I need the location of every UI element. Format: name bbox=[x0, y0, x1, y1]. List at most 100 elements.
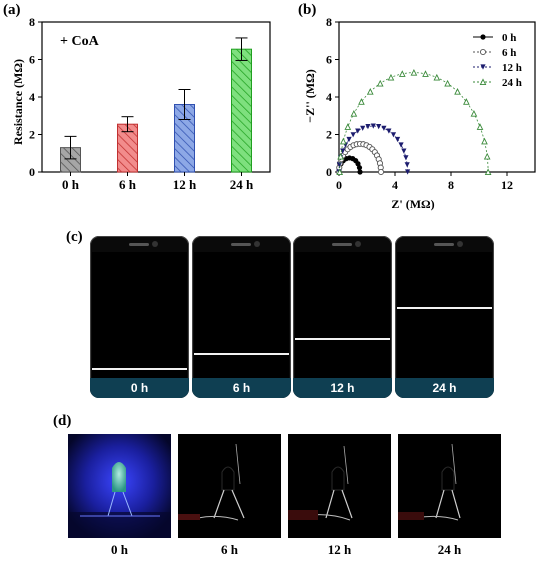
chart-b-xlabel: Z' (MΩ) bbox=[391, 197, 434, 211]
led-unlit-picture bbox=[178, 443, 245, 521]
led-lit-picture bbox=[68, 434, 171, 538]
y-tick-label: 6 bbox=[29, 53, 35, 67]
bar-24h bbox=[231, 48, 252, 173]
nyquist-plot: 0 4 8 12 0 2 4 6 8 0 h 6 h 12 h 24 h Z' (MΩ) −Z'' (M… bbox=[303, 15, 536, 211]
led-photo-24h bbox=[398, 434, 501, 538]
phone-12h: 12 h bbox=[293, 236, 392, 398]
data-point bbox=[422, 70, 429, 77]
data-point bbox=[390, 132, 397, 138]
phone-level-line bbox=[194, 352, 289, 355]
data-point bbox=[376, 124, 382, 130]
data-point bbox=[357, 169, 363, 175]
data-point bbox=[454, 87, 461, 95]
data-point bbox=[360, 125, 366, 131]
data-point bbox=[479, 78, 487, 86]
data-point bbox=[358, 98, 365, 105]
x-tick-label: 24 h bbox=[230, 177, 254, 192]
data-point bbox=[387, 73, 395, 81]
y-tick-label: 8 bbox=[29, 15, 35, 29]
data-point bbox=[484, 168, 492, 176]
data-point bbox=[381, 125, 387, 131]
phone-label-bar bbox=[192, 378, 291, 398]
phone-24h: 24 h bbox=[395, 236, 494, 398]
data-point bbox=[480, 64, 486, 70]
phone-screen bbox=[194, 252, 289, 394]
phone-speaker bbox=[129, 243, 149, 246]
data-point bbox=[404, 162, 410, 168]
phone-label: 0 h bbox=[130, 381, 149, 395]
data-point bbox=[337, 152, 344, 160]
phone-6h: 6 h bbox=[192, 236, 291, 398]
y-tick-label: 0 bbox=[326, 165, 332, 179]
phone-screen bbox=[92, 252, 187, 394]
x-tick-label: 0 bbox=[336, 178, 342, 192]
y-tick-label: 0 bbox=[29, 165, 35, 179]
panel-label-a: (a) bbox=[3, 2, 21, 18]
phone-label-bar bbox=[293, 378, 392, 398]
data-point bbox=[350, 109, 358, 117]
y-tick-label: 8 bbox=[326, 15, 332, 29]
data-point bbox=[463, 98, 470, 105]
y-tick-label: 6 bbox=[326, 53, 332, 67]
data-point bbox=[405, 169, 411, 175]
y-tick-label: 2 bbox=[326, 128, 332, 142]
led-photo-12h bbox=[288, 434, 391, 538]
data-point bbox=[398, 70, 406, 77]
data-point bbox=[410, 69, 418, 76]
panel-label-b: (b) bbox=[298, 2, 317, 18]
phone-level-line bbox=[295, 337, 390, 340]
chart-a-annotation: + CoA bbox=[60, 34, 100, 49]
phone-label: 24 h bbox=[432, 381, 457, 395]
series-24h bbox=[336, 69, 492, 176]
panel-label-c: (c) bbox=[66, 229, 83, 245]
data-point bbox=[401, 148, 407, 154]
data-point bbox=[377, 168, 385, 176]
phone-label: 6 h bbox=[232, 381, 251, 395]
data-point bbox=[394, 136, 401, 143]
x-tick-label: 4 bbox=[392, 178, 398, 192]
phone-label: 12 h bbox=[330, 381, 355, 395]
phone-camera bbox=[254, 241, 260, 247]
x-tick-label: 12 bbox=[501, 178, 513, 192]
data-point bbox=[336, 162, 343, 168]
chart-b-ylabel: −Z'' (MΩ) bbox=[303, 69, 317, 122]
x-tick-label: 12 h bbox=[173, 177, 197, 192]
data-point bbox=[433, 73, 441, 81]
data-point bbox=[483, 152, 491, 160]
series-curve bbox=[339, 72, 489, 173]
data-point bbox=[479, 48, 487, 56]
data-point bbox=[481, 137, 488, 145]
data-point bbox=[350, 132, 356, 138]
y-tick-label: 4 bbox=[326, 90, 332, 104]
chart-a-ylabel: Resistance (MΩ) bbox=[11, 59, 25, 145]
led-unlit-picture bbox=[398, 443, 461, 521]
data-point bbox=[480, 34, 486, 40]
panel-label-d: (d) bbox=[53, 413, 72, 429]
data-point bbox=[336, 168, 344, 176]
y-tick-label: 2 bbox=[29, 128, 35, 142]
data-point bbox=[340, 148, 346, 154]
led-unlit-picture bbox=[288, 445, 353, 521]
phone-label-bar bbox=[90, 378, 189, 398]
data-point bbox=[355, 128, 361, 134]
x-tick-label: 6 h bbox=[119, 177, 137, 192]
data-point bbox=[355, 161, 361, 167]
x-tick-label: 8 bbox=[448, 178, 454, 192]
data-point bbox=[344, 123, 352, 130]
data-point bbox=[346, 136, 352, 143]
legend-label: 12 h bbox=[502, 62, 522, 74]
data-point bbox=[444, 79, 451, 87]
phone-speaker bbox=[231, 243, 251, 246]
data-point bbox=[403, 155, 409, 161]
phone-camera bbox=[152, 241, 158, 247]
data-point bbox=[386, 128, 392, 134]
photo-label: 12 h bbox=[327, 542, 352, 557]
led-photo-0h bbox=[68, 434, 171, 538]
phone-camera bbox=[355, 241, 361, 247]
data-point bbox=[356, 165, 363, 171]
data-point bbox=[370, 123, 376, 129]
photo-label: 6 h bbox=[221, 542, 238, 557]
phone-level-line bbox=[397, 307, 492, 310]
data-point bbox=[365, 124, 371, 130]
photo-label: 0 h bbox=[111, 542, 128, 557]
